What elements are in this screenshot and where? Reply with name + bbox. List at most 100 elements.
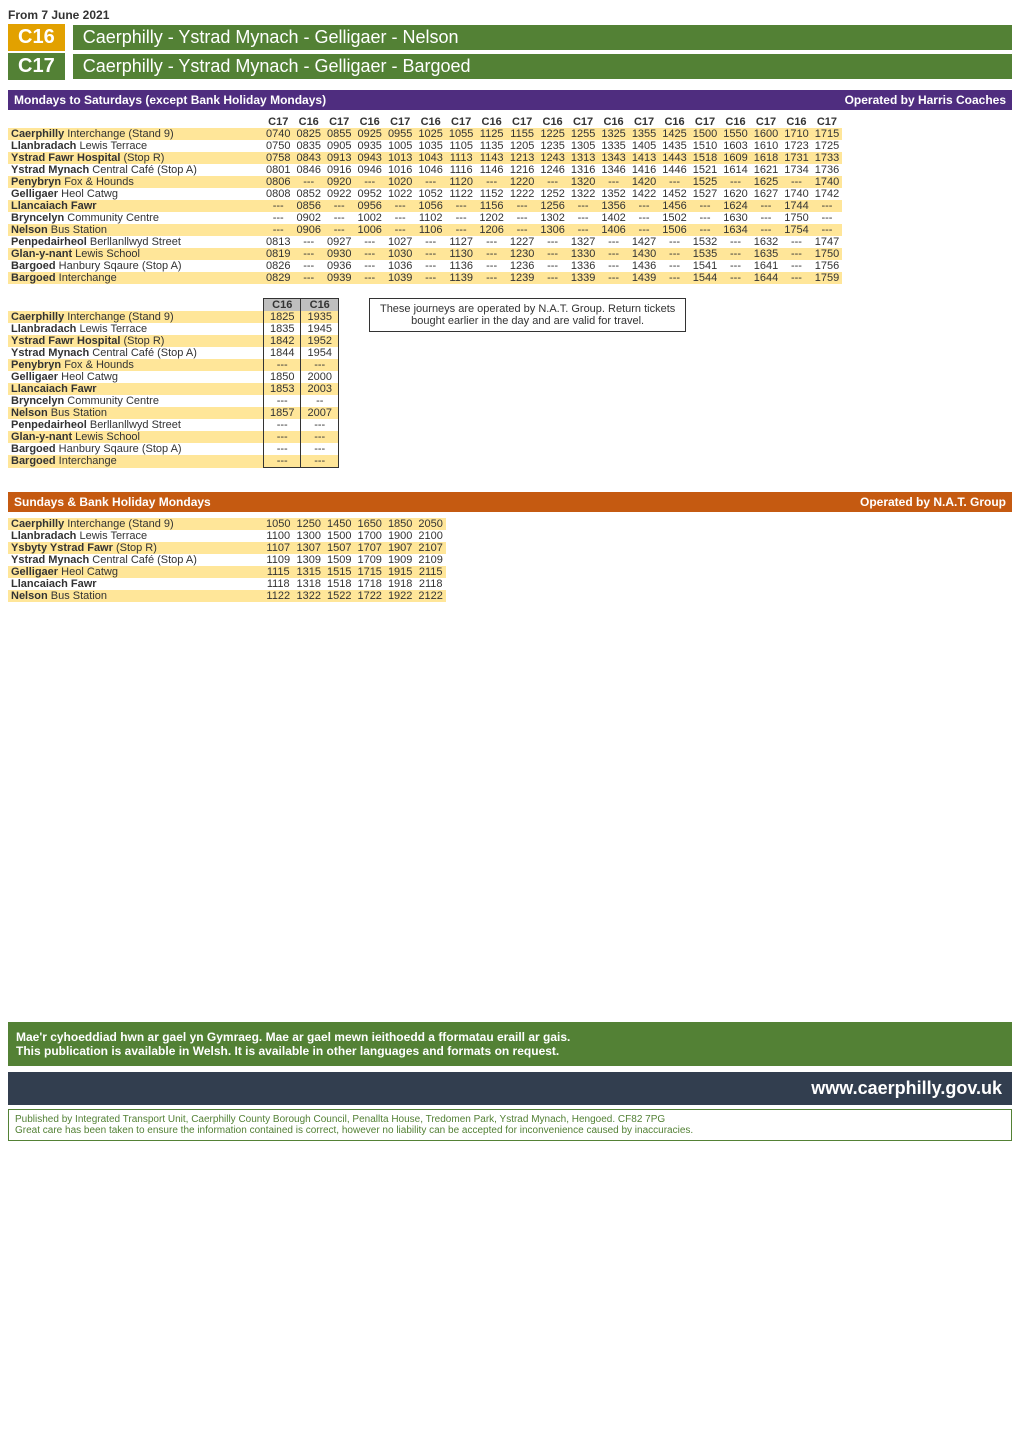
table-row: Gelligaer Heol Catwg11151315151517151915… — [8, 566, 446, 578]
time-cell: 1105 — [446, 140, 476, 152]
section-right: Operated by N.A.T. Group — [860, 495, 1006, 509]
time-cell: 0927 — [324, 236, 354, 248]
time-cell: 2118 — [415, 578, 445, 590]
time-cell: --- — [354, 176, 384, 188]
time-cell: 1127 — [446, 236, 476, 248]
time-cell: --- — [293, 236, 323, 248]
time-cell: 1632 — [751, 236, 781, 248]
time-cell: 1100 — [263, 530, 293, 542]
time-cell: 1532 — [690, 236, 720, 248]
stop-name: Bargoed Interchange — [8, 455, 264, 468]
time-cell: 1630 — [720, 212, 750, 224]
section-left: Mondays to Saturdays (except Bank Holida… — [14, 93, 326, 107]
time-cell: 1230 — [507, 248, 537, 260]
language-banner: Mae'r cyhoeddiad hwn ar gael yn Gymraeg.… — [8, 1022, 1012, 1066]
time-cell: 1435 — [659, 140, 689, 152]
time-cell: 1722 — [354, 590, 384, 602]
time-cell: 1650 — [354, 518, 384, 530]
time-cell: 0922 — [324, 188, 354, 200]
time-cell: 1056 — [415, 200, 445, 212]
table-row: Caerphilly Interchange (Stand 9)10501250… — [8, 518, 446, 530]
time-cell: 1709 — [354, 554, 384, 566]
time-cell: --- — [446, 224, 476, 236]
time-cell: 1130 — [446, 248, 476, 260]
time-cell: 1620 — [720, 188, 750, 200]
time-cell: --- — [720, 272, 750, 284]
service-code: C16 — [476, 116, 506, 128]
time-cell: 0906 — [293, 224, 323, 236]
time-cell: 1320 — [568, 176, 598, 188]
service-code: C17 — [507, 116, 537, 128]
time-cell: 1759 — [812, 272, 842, 284]
time-cell: 1343 — [598, 152, 628, 164]
time-cell: 1740 — [781, 188, 811, 200]
time-cell: --- — [385, 200, 415, 212]
time-cell: 1236 — [507, 260, 537, 272]
table-row: Bargoed Hanbury Sqaure (Stop A)0826---09… — [8, 260, 842, 272]
footer-line: Published by Integrated Transport Unit, … — [15, 1114, 1005, 1125]
table-row: Penybryn Fox & Hounds0806---0920---1020-… — [8, 176, 842, 188]
route-header: C17Caerphilly - Ystrad Mynach - Gelligae… — [8, 53, 1012, 80]
time-cell: 1641 — [751, 260, 781, 272]
time-cell: 0925 — [354, 128, 384, 140]
time-cell: 1427 — [629, 236, 659, 248]
table-row: Ystrad Fawr Hospital (Stop R)07580843091… — [8, 152, 842, 164]
time-cell: --- — [476, 248, 506, 260]
time-cell: 1406 — [598, 224, 628, 236]
time-cell: 0855 — [324, 128, 354, 140]
time-cell: 1425 — [659, 128, 689, 140]
time-cell: 1116 — [446, 164, 476, 176]
table-row: Llancaiach Fawr111813181518171819182118 — [8, 578, 446, 590]
time-cell: 1213 — [507, 152, 537, 164]
time-cell: 1750 — [812, 248, 842, 260]
time-cell: 1305 — [568, 140, 598, 152]
time-cell: --- — [354, 248, 384, 260]
time-cell: 1107 — [263, 542, 293, 554]
time-cell: 1239 — [507, 272, 537, 284]
time-cell: 1125 — [476, 128, 506, 140]
time-cell: --- — [751, 200, 781, 212]
time-cell: --- — [751, 224, 781, 236]
time-cell: 1106 — [415, 224, 445, 236]
time-cell: --- — [507, 212, 537, 224]
time-cell: --- — [781, 260, 811, 272]
time-cell: --- — [537, 176, 567, 188]
time-cell: --- — [476, 260, 506, 272]
time-cell: 1500 — [324, 530, 354, 542]
time-cell: 1525 — [690, 176, 720, 188]
time-cell: 1900 — [385, 530, 415, 542]
time-cell: 1443 — [659, 152, 689, 164]
stop-name: Ysbyty Ystrad Fawr (Stop R) — [8, 542, 263, 554]
time-cell: 1756 — [812, 260, 842, 272]
time-cell: 1614 — [720, 164, 750, 176]
time-cell: --- — [690, 212, 720, 224]
stop-name: Bargoed Hanbury Sqaure (Stop A) — [8, 443, 264, 455]
table-row: Bryncelyn Community Centre---0902---1002… — [8, 212, 842, 224]
time-cell: 0902 — [293, 212, 323, 224]
service-code: C17 — [568, 116, 598, 128]
stop-name: Nelson Bus Station — [8, 224, 263, 236]
time-cell: --- — [301, 419, 338, 431]
stop-name: Bryncelyn Community Centre — [8, 212, 263, 224]
stop-name: Glan-y-nant Lewis School — [8, 431, 264, 443]
time-cell: 1146 — [476, 164, 506, 176]
time-cell: 1853 — [264, 383, 301, 395]
time-cell: --- — [263, 200, 293, 212]
table-row: Penybryn Fox & Hounds------ — [8, 359, 338, 371]
table-row: Bargoed Interchange0829---0939---1039---… — [8, 272, 842, 284]
time-cell: --- — [812, 200, 842, 212]
stop-name: Bargoed Interchange — [8, 272, 263, 284]
time-cell: --- — [629, 224, 659, 236]
service-code: C17 — [812, 116, 842, 128]
time-cell: 0913 — [324, 152, 354, 164]
time-cell: 0852 — [293, 188, 323, 200]
time-cell: 0955 — [385, 128, 415, 140]
time-cell: --- — [537, 236, 567, 248]
time-cell: 1439 — [629, 272, 659, 284]
table-row: Llancaiach Fawr---0856---0956---1056---1… — [8, 200, 842, 212]
time-cell: 1750 — [781, 212, 811, 224]
table-row: Gelligaer Heol Catwg18502000 — [8, 371, 338, 383]
time-cell: 1046 — [415, 164, 445, 176]
time-cell: 1544 — [690, 272, 720, 284]
time-cell: 1627 — [751, 188, 781, 200]
